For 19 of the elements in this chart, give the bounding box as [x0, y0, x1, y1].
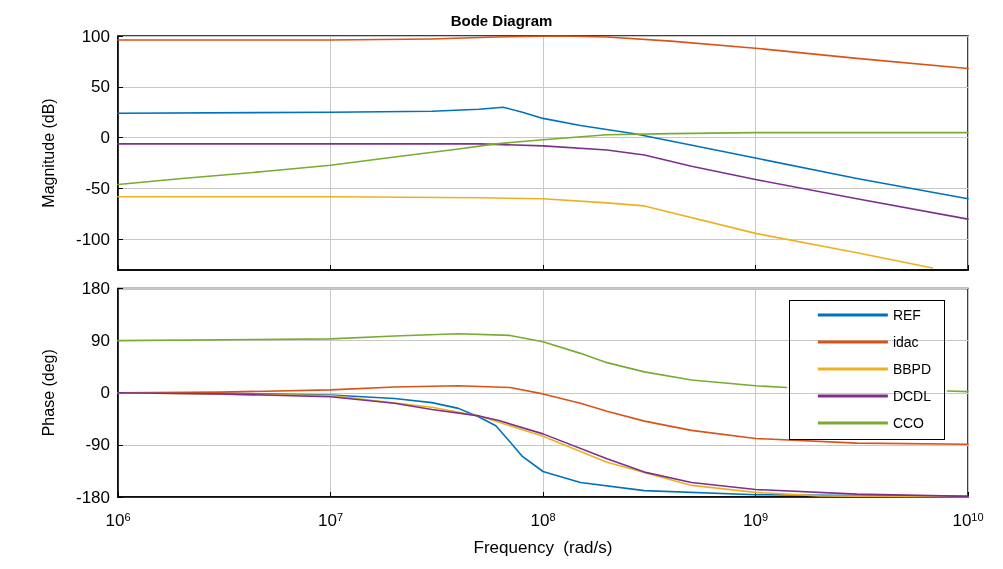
y-tick-label: 50 [91, 77, 110, 97]
y-tick-label: 90 [91, 331, 110, 351]
legend-label: DCDL [892, 388, 932, 404]
chart-title: Bode Diagram [450, 12, 553, 29]
legend-label: idac [892, 334, 919, 350]
legend-label: REF [892, 307, 921, 323]
y-tick-label: 0 [100, 383, 110, 403]
y-axis-title: Phase (deg) [39, 349, 57, 437]
y-tick-label: -50 [85, 179, 110, 199]
y-tick-label: 180 [81, 279, 110, 298]
y-tick-label: 100 [81, 26, 110, 46]
legend-label: BBPD [892, 361, 931, 377]
x-axis-title: Frequency (rad/s) [473, 538, 613, 557]
legend-label: CCO [892, 415, 925, 431]
y-axis-title: Magnitude (dB) [39, 98, 57, 208]
y-tick-label: 0 [100, 128, 110, 148]
y-tick-label: -180 [75, 487, 110, 507]
y-tick-label: -100 [75, 229, 110, 249]
y-tick-label: -90 [85, 435, 110, 455]
